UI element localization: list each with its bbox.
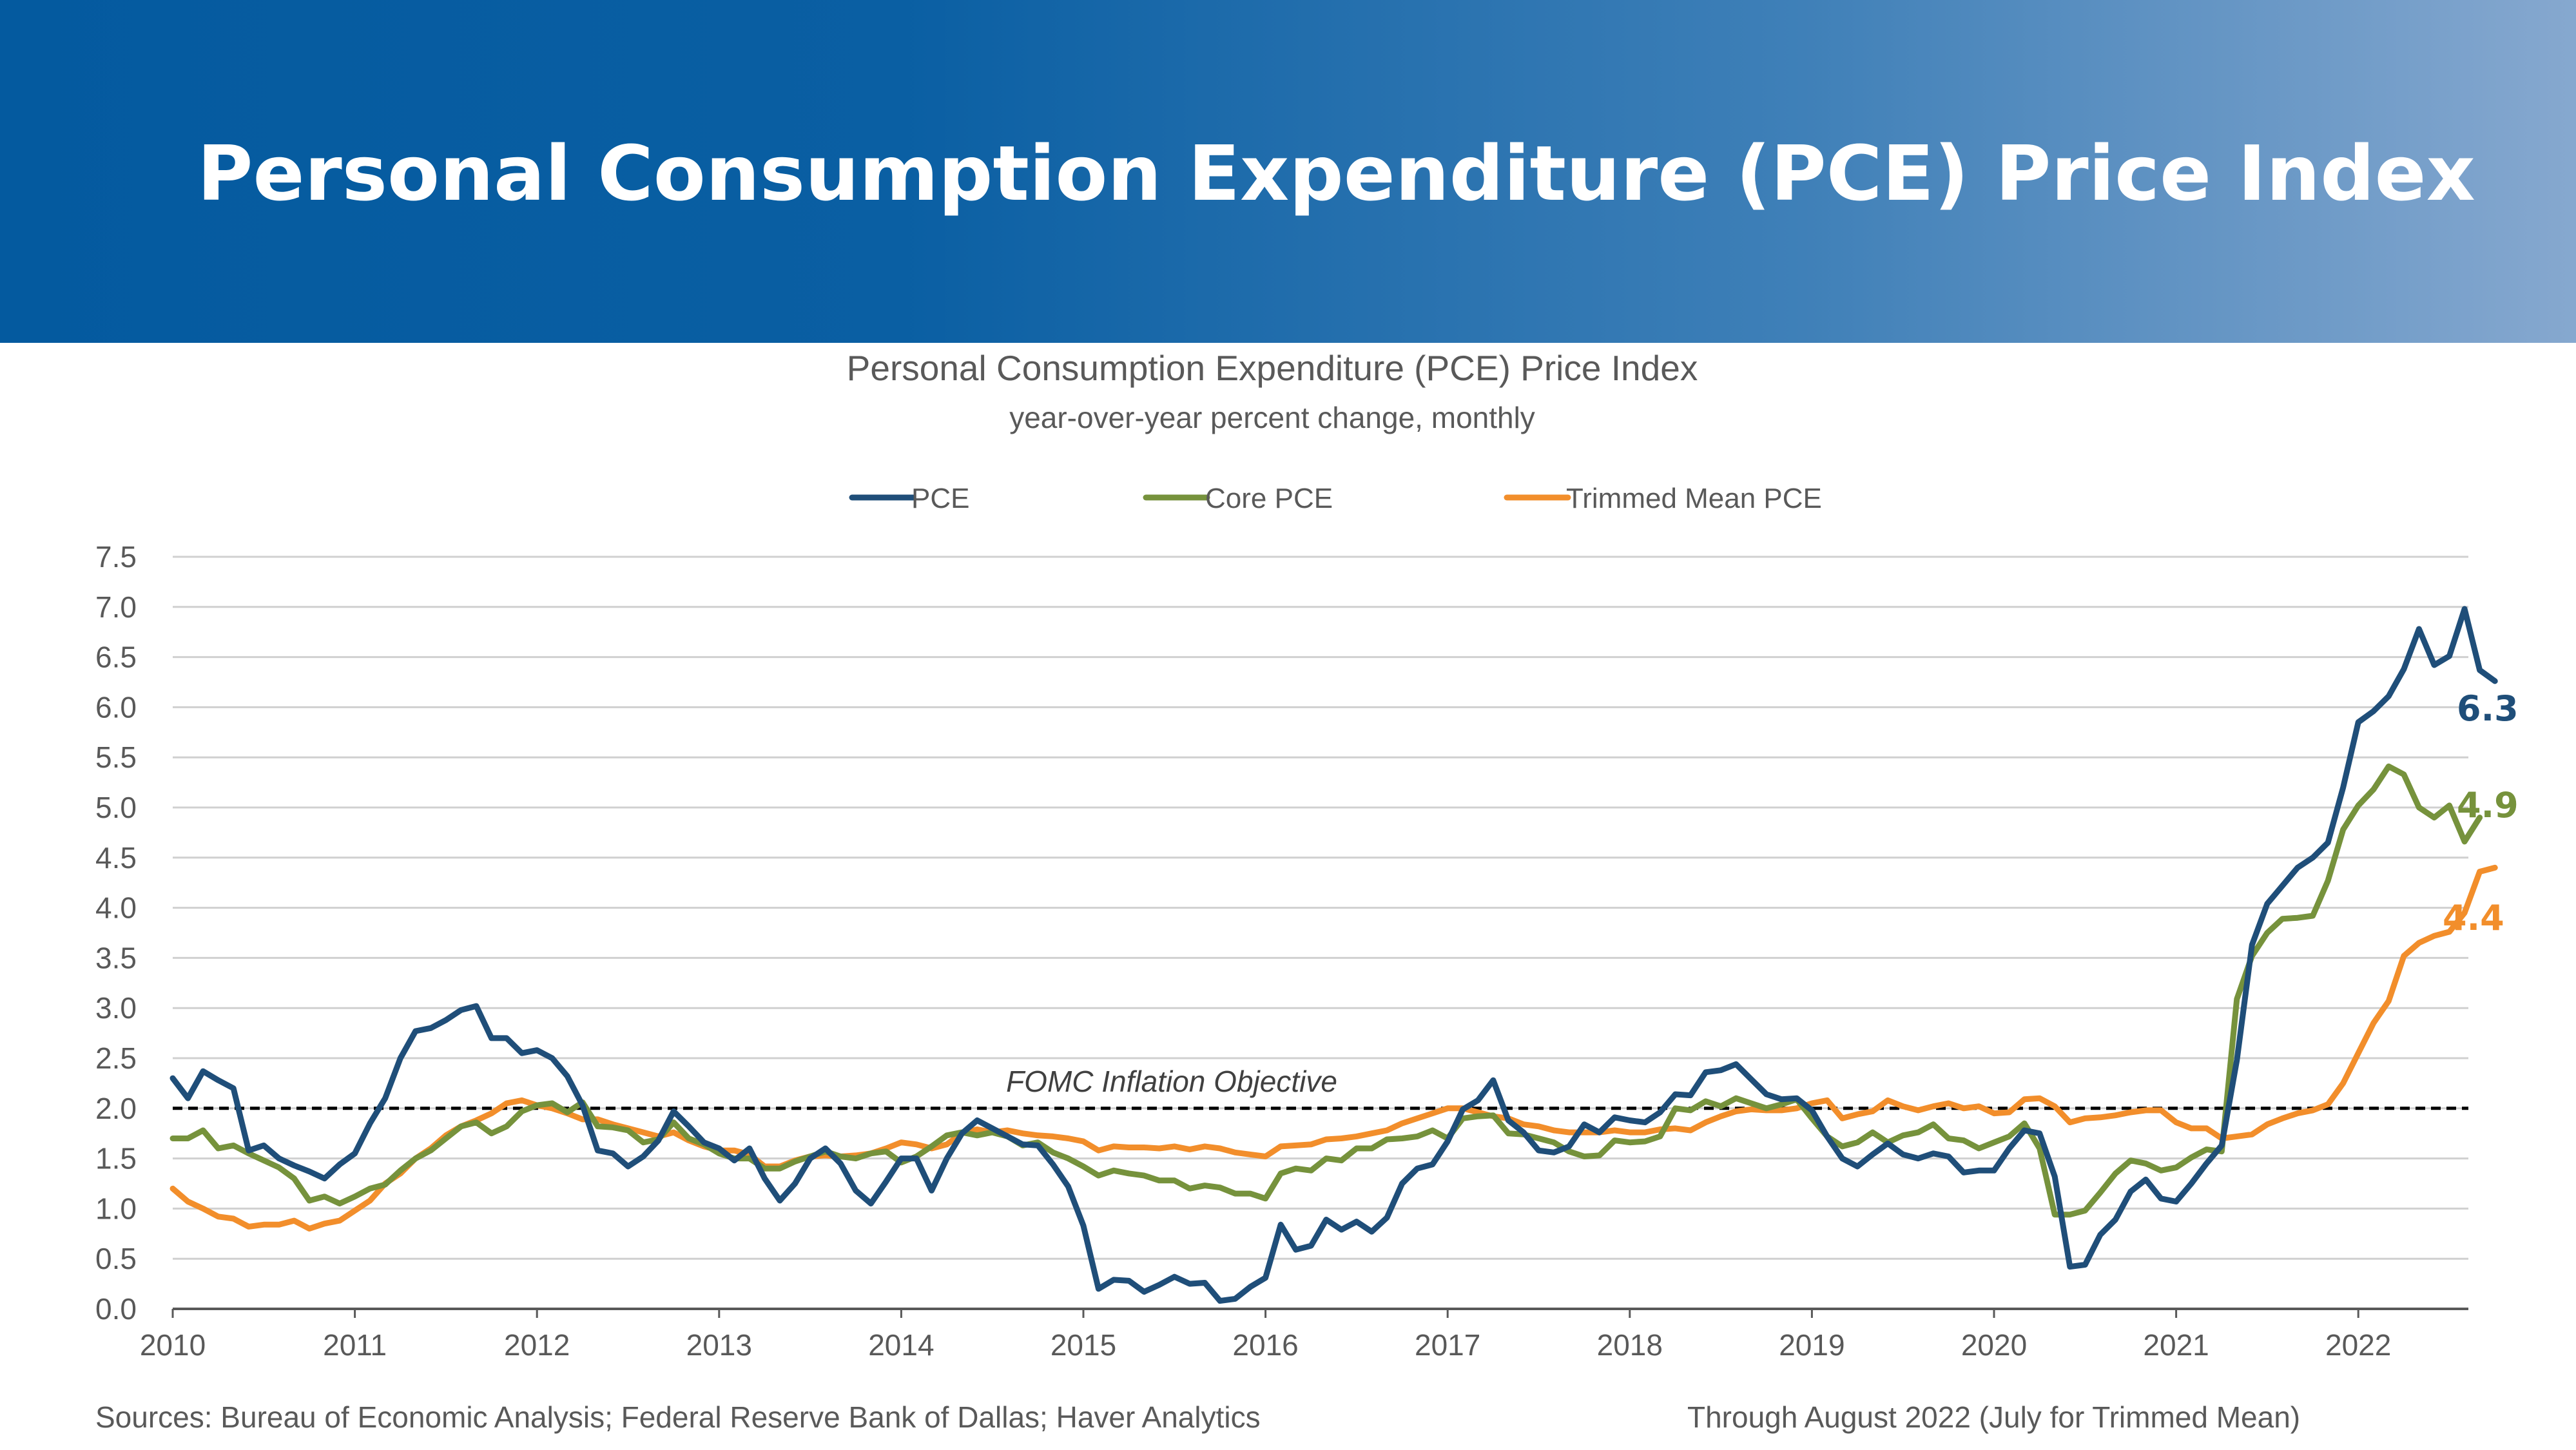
end-label-trimmed-mean-pce: 4.4 [2443, 898, 2504, 938]
series-line-pce [169, 606, 2498, 1304]
y-tick-label: 2.0 [95, 1092, 137, 1125]
end-label-pce: 6.3 [2457, 688, 2519, 729]
y-tick-label: 2.5 [95, 1041, 137, 1075]
x-tick-label: 2018 [1597, 1328, 1663, 1362]
y-tick-label: 4.0 [95, 891, 137, 925]
legend-label-pce: PCE [911, 483, 969, 514]
fomc-inflation-objective-label: FOMC Inflation Objective [1006, 1065, 1337, 1098]
y-tick-label: 7.5 [95, 540, 137, 574]
end-label-core-pce: 4.9 [2457, 785, 2519, 826]
x-tick-label: 2019 [1779, 1328, 1845, 1362]
x-tick-label: 2013 [686, 1328, 752, 1362]
x-tick-label: 2017 [1415, 1328, 1480, 1362]
x-tick-label: 2011 [323, 1328, 387, 1362]
title-banner: Personal Consumption Expenditure (PCE) P… [0, 0, 2576, 343]
legend-label-trimmed-mean-pce: Trimmed Mean PCE [1566, 483, 1822, 514]
y-tick-label: 4.5 [95, 841, 137, 875]
x-tick-label: 2016 [1232, 1328, 1298, 1362]
fomc-reference: FOMC Inflation Objective [173, 1065, 2468, 1110]
gridlines [173, 556, 2468, 1260]
x-tick-label: 2010 [140, 1328, 206, 1362]
y-tick-label: 5.0 [95, 791, 137, 824]
x-axis: 2010 2011 2012 2013 2014 2015 2016 2017 2018 2019… [140, 1308, 2468, 1362]
y-axis: 0.0 0.5 1.0 1.5 2.0 2.5 3.0 3.5 4.0 4.5 5.0 5.5 6.0 6… [95, 540, 137, 1326]
x-tick-label: 2014 [868, 1328, 934, 1362]
end-labels: 6.3 4.9 4.4 [2443, 688, 2519, 938]
legend: PCE Core PCE Trimmed Mean PCE [849, 483, 1822, 514]
series-line-trimmed-mean-pce [169, 864, 2498, 1232]
y-tick-label: 3.0 [95, 991, 137, 1025]
y-tick-label: 3.5 [95, 941, 137, 974]
y-tick-label: 6.0 [95, 690, 137, 724]
chart-subtitle: year-over-year percent change, monthly [1009, 401, 1535, 434]
x-tick-label: 2021 [2143, 1328, 2209, 1362]
pce-chart: Personal Consumption Expenditure (PCE) P… [95, 348, 2519, 1362]
y-tick-label: 1.5 [95, 1142, 137, 1175]
y-tick-label: 7.0 [95, 590, 137, 624]
chart-title: Personal Consumption Expenditure (PCE) P… [847, 348, 1698, 388]
y-tick-label: 1.0 [95, 1192, 137, 1225]
data-through-note: Through August 2022 (July for Trimmed Me… [1687, 1400, 2301, 1434]
x-tick-label: 2015 [1051, 1328, 1116, 1362]
series-line-core-pce [169, 763, 2483, 1218]
y-tick-label: 0.5 [95, 1242, 137, 1275]
sources-note: Sources: Bureau of Economic Analysis; Fe… [95, 1400, 1261, 1434]
legend-label-core-pce: Core PCE [1205, 483, 1333, 514]
series-layer [169, 606, 2498, 1304]
x-tick-label: 2022 [2325, 1328, 2391, 1362]
x-tick-label: 2020 [1961, 1328, 2027, 1362]
banner-title: Personal Consumption Expenditure (PCE) P… [197, 129, 2475, 218]
y-tick-label: 5.5 [95, 740, 137, 774]
y-tick-label: 0.0 [95, 1292, 137, 1326]
y-tick-label: 6.5 [95, 641, 137, 674]
x-tick-label: 2012 [504, 1328, 570, 1362]
